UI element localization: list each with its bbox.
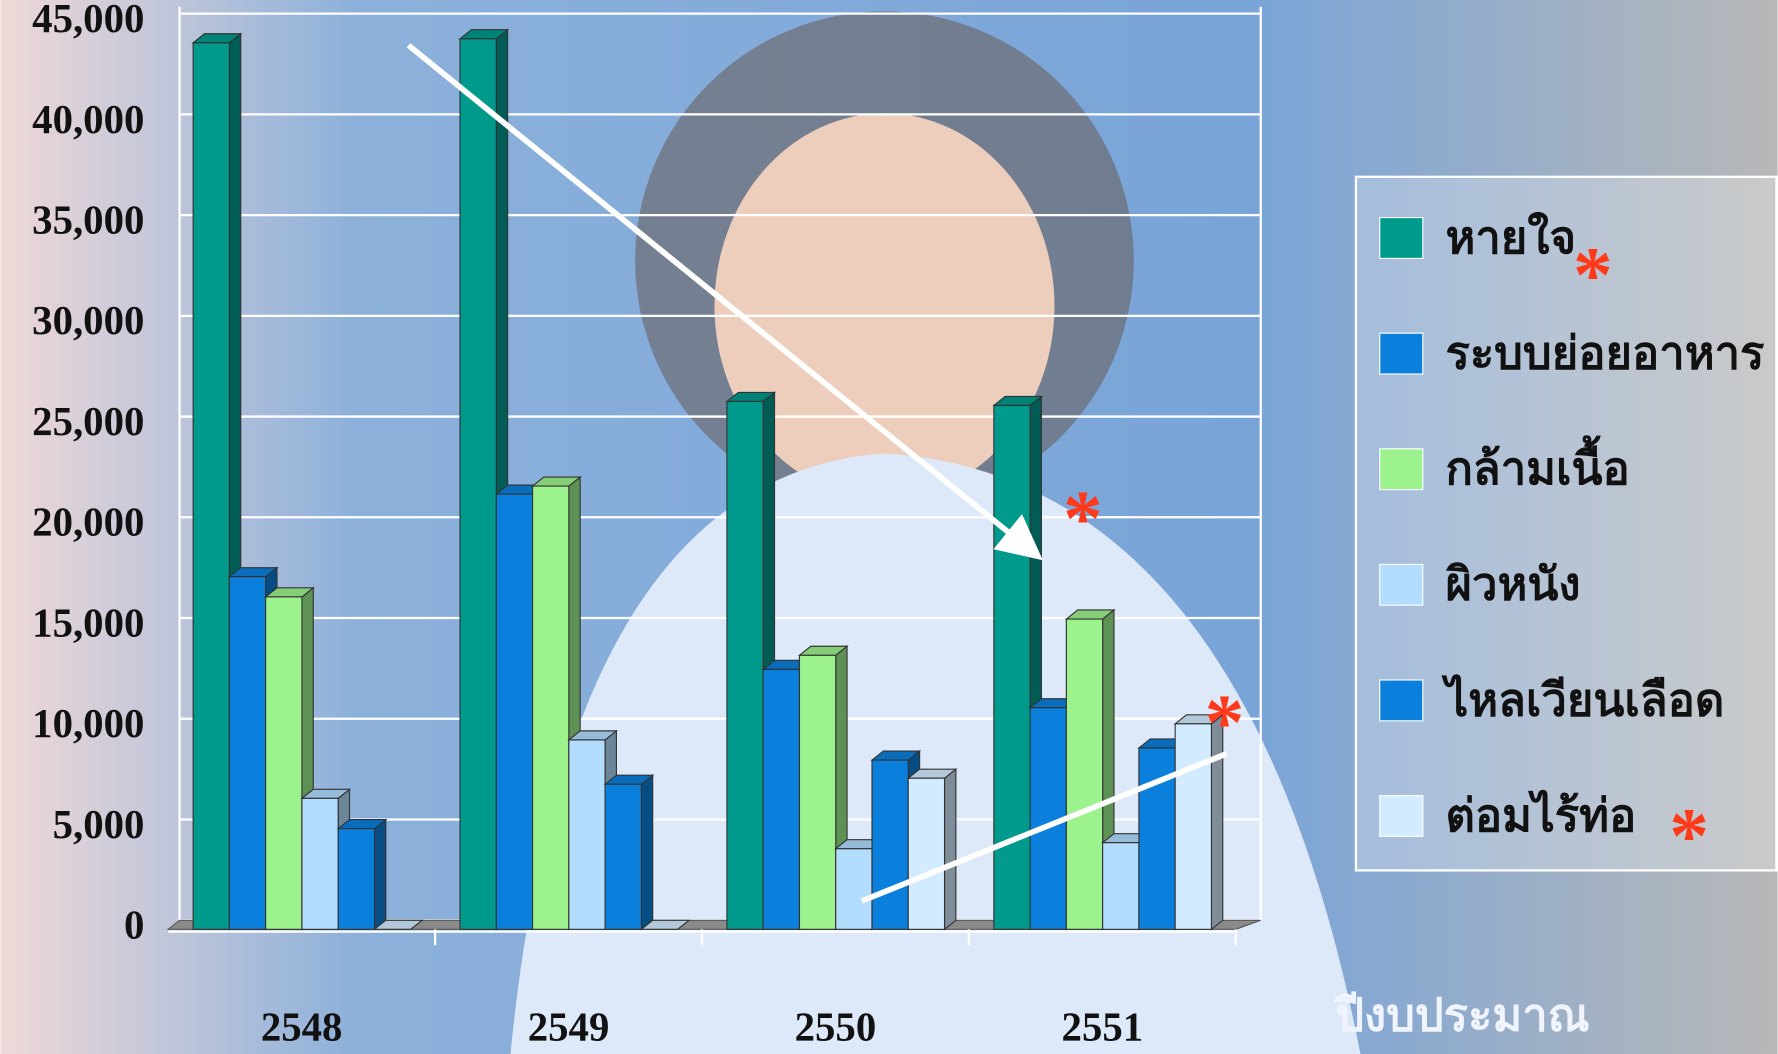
legend-label: ระบบย่อยอาหาร (1445, 329, 1765, 379)
bar (726, 400, 764, 930)
x-tick-label: 2548 (261, 1005, 343, 1050)
bar (835, 848, 873, 930)
y-tick-label: 5,000 (53, 802, 145, 847)
bar-side (943, 767, 957, 931)
plot: 0 5,000 10,000 15,000 20,000 25,000 30,000 35,0… (32, 0, 1262, 1050)
bar (907, 777, 946, 930)
bar (604, 783, 642, 930)
x-axis-label: ปีงบประมาณ (1334, 990, 1590, 1040)
legend-label: ต่อมไร้ท่อ (1445, 789, 1636, 841)
y-tick-label: 0 (124, 903, 144, 948)
y-tick-label: 25,000 (32, 399, 144, 444)
x-tick-label: 2550 (795, 1005, 877, 1050)
asterisk: * (1573, 232, 1613, 320)
background-figure (714, 113, 1055, 499)
x-tick-label: 2551 (1062, 1005, 1144, 1050)
bar (192, 42, 230, 930)
bar (1065, 618, 1104, 930)
bar (798, 654, 837, 930)
y-tick-label: 20,000 (32, 500, 144, 545)
asterisk: * (1205, 679, 1245, 767)
legend-label: หายใจ (1445, 211, 1576, 263)
bar-side (640, 774, 654, 931)
legend-label: ผิวหนัง (1445, 560, 1580, 610)
bar (265, 596, 303, 930)
x-tick-label: 2549 (528, 1005, 610, 1050)
bar (337, 828, 376, 930)
bar (1174, 723, 1212, 930)
y-tick-label: 35,000 (32, 198, 144, 243)
legend-label: กล้ามเนื้อ (1445, 435, 1629, 494)
bar (228, 576, 267, 930)
bar (495, 493, 534, 930)
legend-swatch (1379, 332, 1424, 375)
bar (301, 797, 339, 930)
bar (1102, 842, 1140, 930)
y-tick-label: 45,000 (32, 0, 144, 41)
y-tick-label: 10,000 (32, 701, 144, 746)
y-tick-label: 30,000 (32, 298, 144, 343)
bar-top (639, 919, 691, 930)
legend-label: ไหลเวียนเลือด (1441, 673, 1724, 725)
legend-swatch (1379, 217, 1424, 259)
bar-side (373, 818, 387, 931)
y-tick-label: 40,000 (32, 97, 144, 142)
legend-swatch (1379, 795, 1424, 837)
legend-swatch (1379, 563, 1424, 606)
bar (459, 38, 497, 930)
trend-arrow (406, 43, 1043, 561)
bar (531, 485, 570, 930)
bar (993, 404, 1031, 930)
legend-swatch (1379, 679, 1424, 722)
bar (871, 759, 909, 930)
bar-top (372, 919, 424, 930)
y-tick-label: 15,000 (32, 600, 144, 645)
legend-box (1354, 175, 1778, 872)
legend-swatch (1379, 448, 1424, 491)
bar (568, 739, 606, 930)
asterisk: * (1063, 475, 1103, 563)
trend-line (860, 751, 1228, 904)
bar (762, 668, 801, 930)
asterisk: * (1669, 793, 1709, 881)
